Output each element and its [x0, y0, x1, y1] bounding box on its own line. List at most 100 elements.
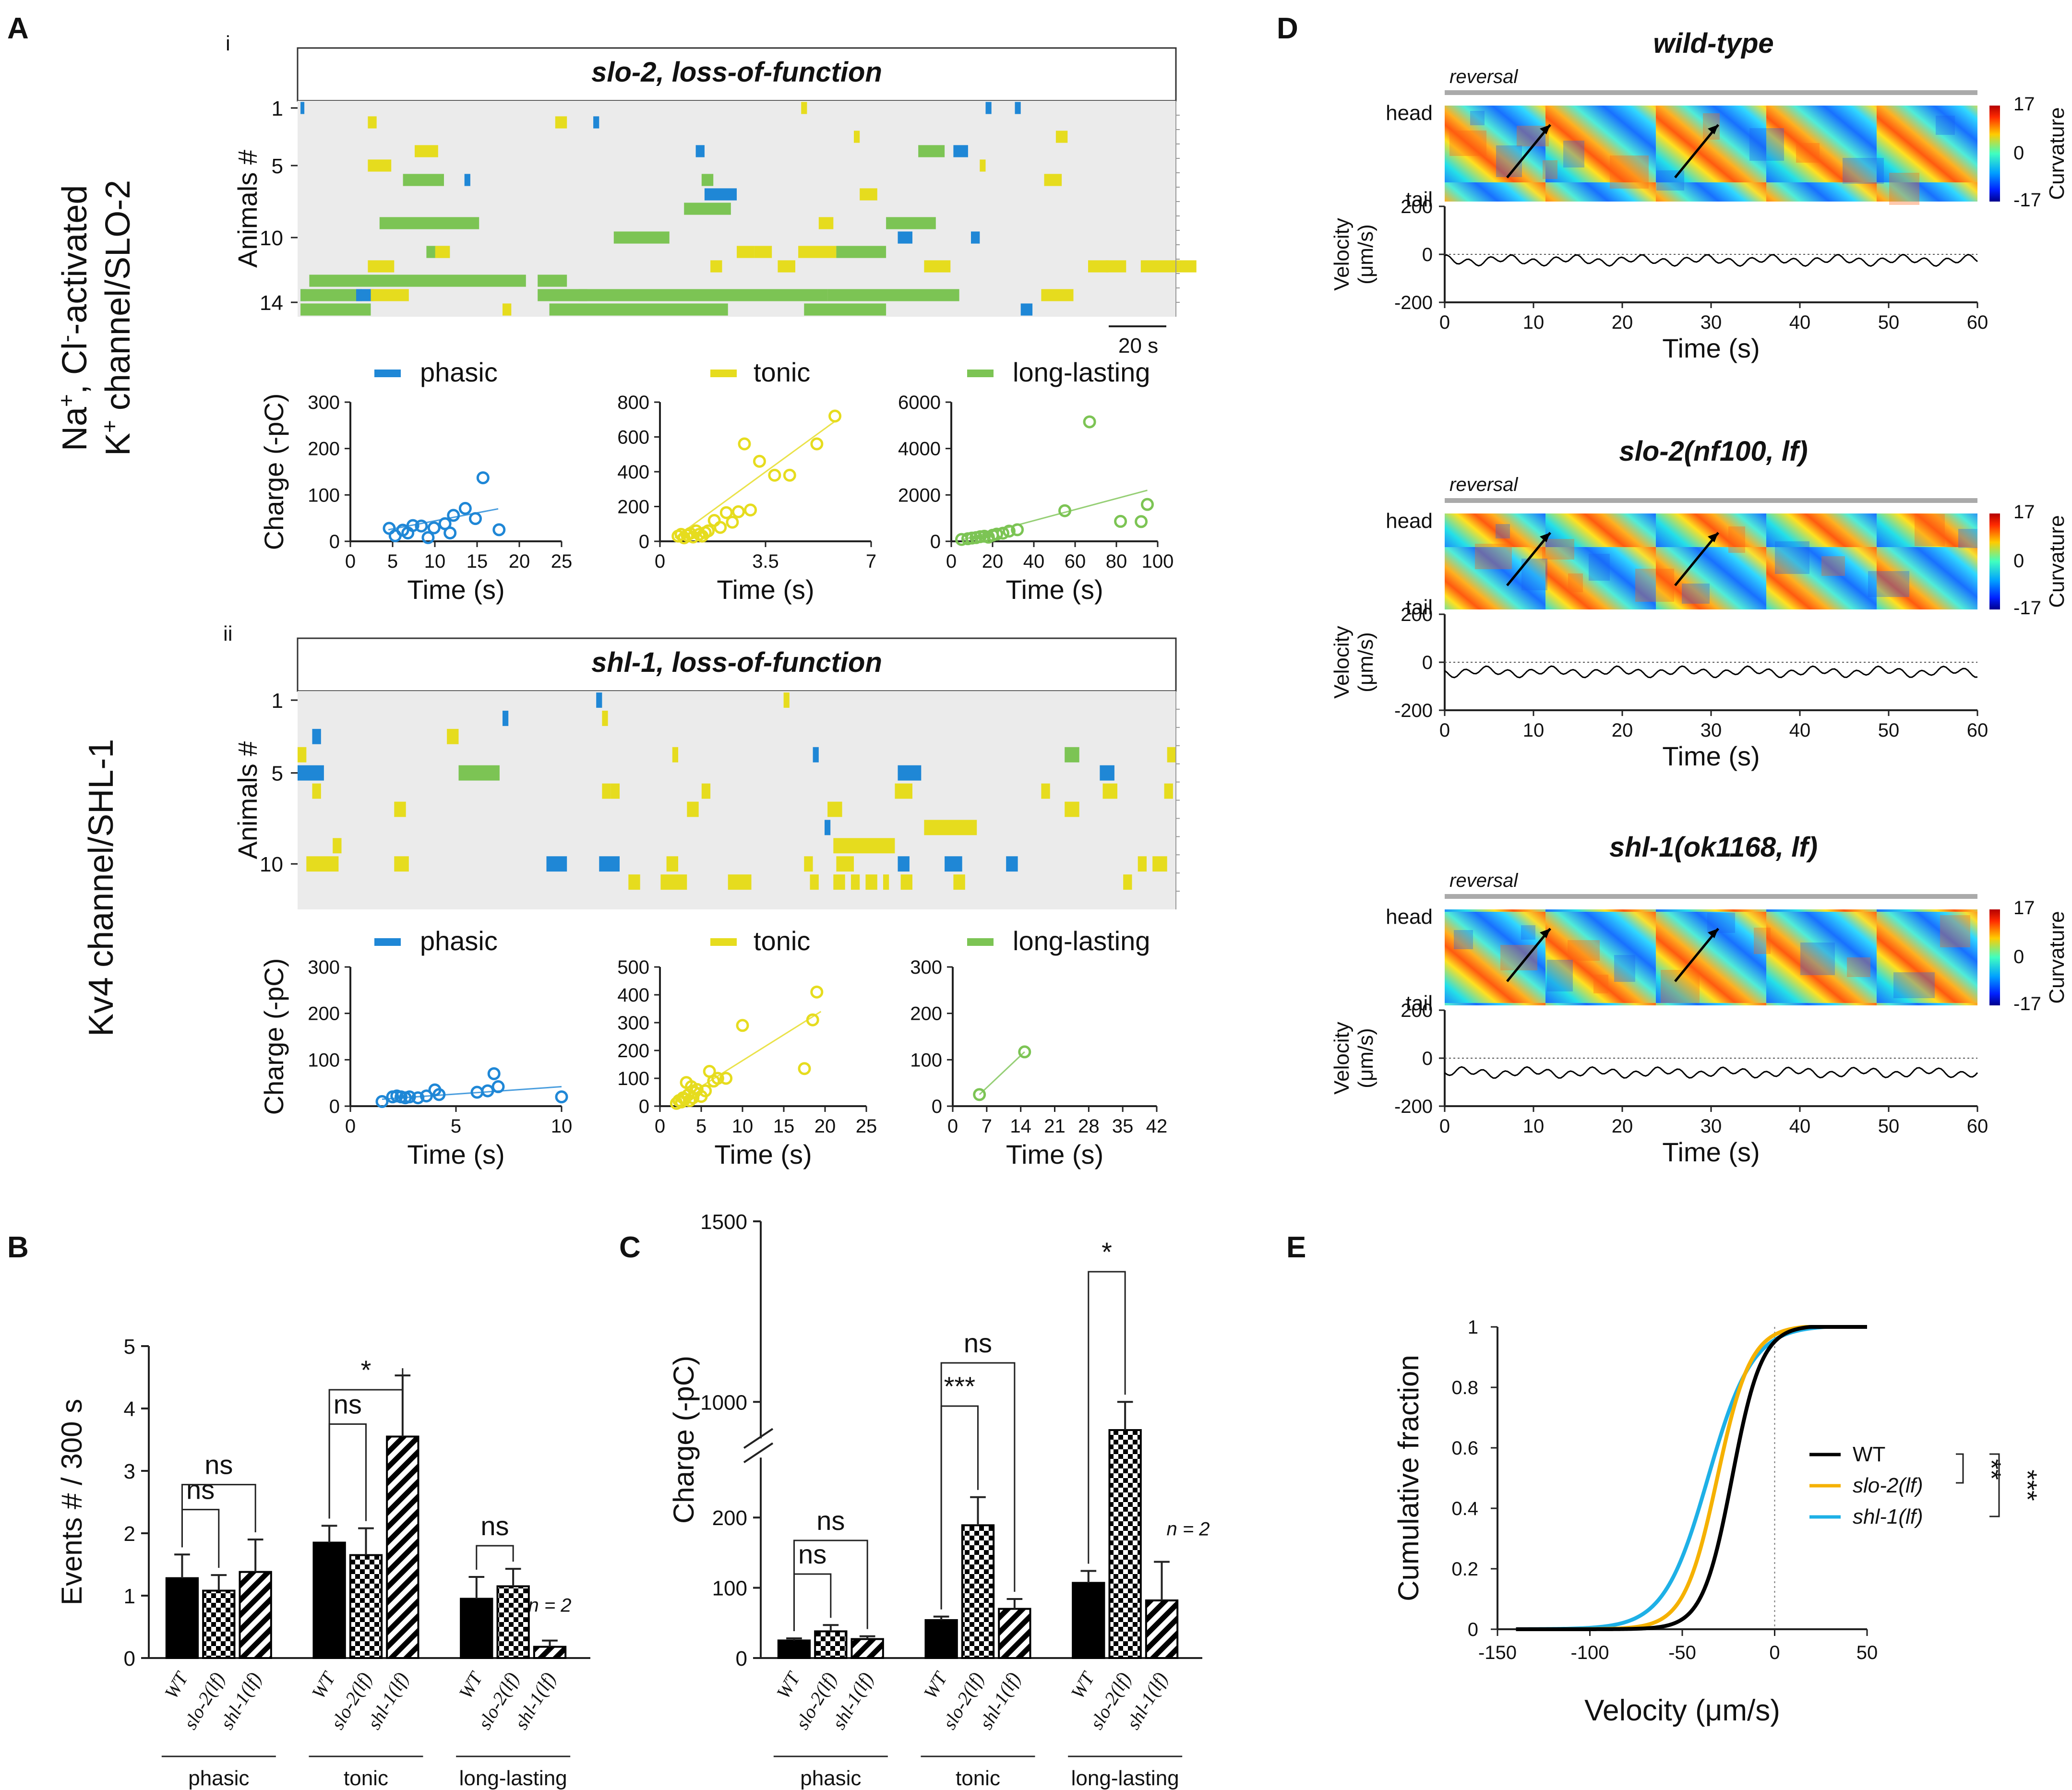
raster-event: [728, 874, 752, 890]
velocity-axis-label: Velocity: [1330, 1022, 1353, 1095]
data-point: [711, 1072, 724, 1085]
x-tick-label: 21: [1044, 1116, 1066, 1137]
data-point: [375, 1095, 389, 1108]
raster-event: [628, 874, 640, 890]
raster-background: [298, 691, 1176, 909]
raster-event: [371, 289, 409, 301]
velocity-trace: [1444, 1066, 1978, 1079]
group-label: phasic: [800, 1766, 861, 1790]
velocity-trace: [1444, 665, 1978, 679]
raster-event: [298, 765, 324, 781]
raster-event: [1088, 260, 1109, 273]
raster-ytick-label: 10: [260, 853, 283, 876]
raster-event: [825, 820, 831, 835]
significance-label: ns: [798, 1539, 826, 1569]
group-label: long-lasting: [1071, 1766, 1179, 1790]
scatter-Ai_phasic: 0 5 10 15 20 25 0 100 200 300 Time (s) Charge (-pC): [259, 392, 572, 605]
y-tick-label: 4: [124, 1397, 135, 1421]
data-point: [744, 503, 757, 517]
x-tick-label: 42: [1146, 1116, 1168, 1137]
n-note: n = 2: [528, 1595, 571, 1616]
raster-event: [300, 303, 371, 316]
heatmap-texture: [1868, 571, 1909, 597]
y-tick-label: 200: [308, 439, 340, 460]
raster-event: [833, 874, 845, 890]
heatmap-texture: [1454, 930, 1473, 949]
raster-ytick-label: 10: [260, 227, 283, 250]
x-axis-label: Velocity (μm/s): [1584, 1694, 1780, 1727]
x-tick-label: 0: [345, 1116, 356, 1137]
scatter-Aii_long: 0 7 14 21 28 35 42 0 100 200 300 Time (s): [910, 957, 1167, 1169]
heatmap-texture: [1593, 975, 1608, 993]
y-tick-label: 300: [617, 1013, 649, 1034]
data-point: [415, 519, 428, 533]
x-tick-label: 80: [1106, 551, 1127, 572]
y-tick-label: 6000: [898, 392, 941, 413]
x-axis-label: Time (s): [407, 1139, 504, 1169]
raster-event: [602, 710, 608, 726]
heatmap-texture: [1936, 116, 1955, 135]
raster-event: [895, 783, 912, 799]
raster-event: [818, 217, 834, 229]
arrow-head: [1708, 533, 1718, 542]
scatter-Ai_long: 0 20 40 60 80 100 0 2000 4000 6000 Time (s): [898, 392, 1174, 605]
time-axis-label: Time (s): [1662, 1137, 1760, 1167]
y-tick-label: 3: [124, 1460, 135, 1483]
x-tick-label: -100: [1570, 1642, 1609, 1663]
y-tick-label: 0: [639, 531, 649, 552]
raster-event: [924, 820, 977, 835]
scatter-Ai_tonic: 0 3.5 7 0 200 400 600 800 Time (s): [617, 392, 876, 605]
heatmap-texture: [1754, 928, 1771, 954]
legend-row-aii: phasic tonic long-lasting: [374, 926, 1150, 956]
raster-event: [695, 145, 705, 157]
raster-event: [1006, 856, 1018, 872]
data-point: [403, 1090, 416, 1104]
sig-bracket: [1956, 1453, 1964, 1484]
data-point: [810, 985, 824, 999]
colorbar-tick: 17: [2013, 897, 2035, 919]
velocity-trace: [1444, 254, 1978, 267]
panel-label-d: D: [1277, 12, 1298, 45]
raster-title-box: [297, 47, 1177, 102]
direction-arrow: [1674, 928, 1719, 982]
y-tick-label: 1000: [700, 1391, 747, 1414]
data-point: [973, 1088, 986, 1101]
scalebar-label: 20 s: [1118, 334, 1158, 358]
y-axis-label: Charge (-pC): [668, 1356, 700, 1524]
raster-event: [447, 728, 459, 744]
panel-label-c: C: [619, 1231, 641, 1264]
x-tick-label: 20: [814, 1116, 836, 1137]
time-tick-label: 60: [1967, 312, 1988, 333]
velocity-axis-label: (μm/s): [1354, 224, 1377, 285]
x-tick-label: 14: [1010, 1116, 1031, 1137]
tail-label: tail: [1406, 188, 1433, 211]
data-point: [806, 1013, 819, 1026]
raster-event: [898, 856, 910, 872]
y-tick-label: 200: [617, 497, 649, 518]
arrow-head: [1708, 929, 1718, 938]
data-point: [714, 521, 727, 534]
data-point: [1002, 525, 1016, 538]
kymograph-D_wt: wild-type reversal head tail 17 0 -17Curvature…: [1330, 28, 2069, 363]
heatmap-texture: [1563, 141, 1584, 167]
y-tick-label: 200: [308, 1003, 340, 1025]
tail-label: tail: [1406, 991, 1433, 1015]
data-point: [406, 519, 419, 532]
raster-event: [503, 710, 509, 726]
x-tick-label: -150: [1478, 1642, 1517, 1663]
x-tick-label: 5: [451, 1116, 461, 1137]
head-label: head: [1386, 905, 1433, 929]
raster-event: [298, 747, 307, 763]
raster-event: [1055, 131, 1068, 143]
significance-bracket: [940, 1362, 1016, 1610]
raster-event: [394, 856, 409, 872]
bar: [1145, 1599, 1179, 1659]
data-point: [487, 1067, 501, 1080]
raster-event: [435, 246, 450, 258]
bar: [1108, 1429, 1142, 1659]
fit-line: [674, 420, 836, 538]
significance-bracket: [1088, 1271, 1126, 1564]
raster-event: [394, 801, 406, 817]
data-point: [555, 1090, 568, 1104]
time-tick-label: 40: [1789, 720, 1811, 741]
